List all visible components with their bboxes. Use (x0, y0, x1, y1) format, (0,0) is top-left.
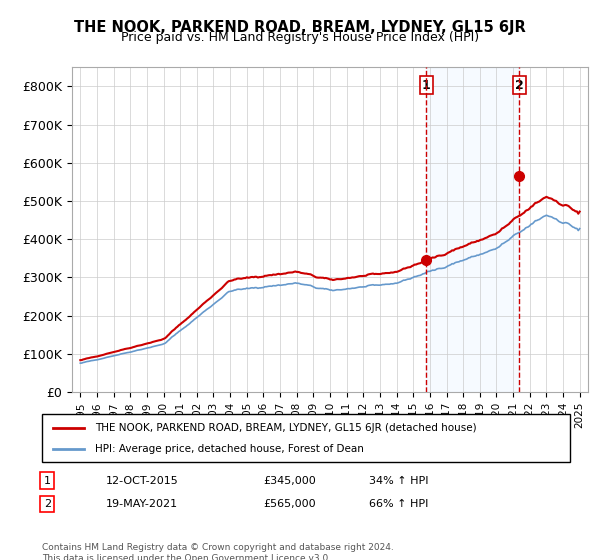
Text: 2: 2 (44, 499, 51, 509)
Text: 66% ↑ HPI: 66% ↑ HPI (370, 499, 429, 509)
Text: THE NOOK, PARKEND ROAD, BREAM, LYDNEY, GL15 6JR: THE NOOK, PARKEND ROAD, BREAM, LYDNEY, G… (74, 20, 526, 35)
Text: THE NOOK, PARKEND ROAD, BREAM, LYDNEY, GL15 6JR (detached house): THE NOOK, PARKEND ROAD, BREAM, LYDNEY, G… (95, 423, 476, 433)
Text: HPI: Average price, detached house, Forest of Dean: HPI: Average price, detached house, Fore… (95, 444, 364, 454)
Text: Price paid vs. HM Land Registry's House Price Index (HPI): Price paid vs. HM Land Registry's House … (121, 31, 479, 44)
Text: 2: 2 (515, 78, 524, 92)
Text: 34% ↑ HPI: 34% ↑ HPI (370, 475, 429, 486)
Text: 1: 1 (44, 475, 51, 486)
Text: 12-OCT-2015: 12-OCT-2015 (106, 475, 178, 486)
Text: £565,000: £565,000 (264, 499, 316, 509)
Text: 19-MAY-2021: 19-MAY-2021 (106, 499, 178, 509)
Text: 1: 1 (422, 78, 431, 92)
Bar (427, 67, 520, 392)
FancyBboxPatch shape (42, 414, 570, 462)
Text: £345,000: £345,000 (264, 475, 317, 486)
Text: Contains HM Land Registry data © Crown copyright and database right 2024.
This d: Contains HM Land Registry data © Crown c… (42, 543, 394, 560)
